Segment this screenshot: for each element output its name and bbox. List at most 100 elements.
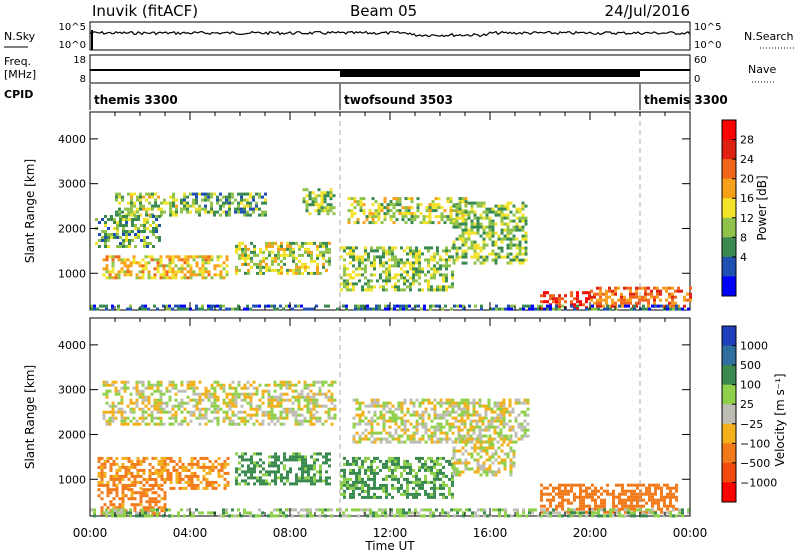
velocity-echo-cell [112, 459, 116, 463]
velocity-echo-cell [150, 514, 153, 518]
velocity-echo-cell [464, 458, 468, 462]
velocity-echo-cell [402, 511, 405, 515]
velocity-echo-cell [488, 464, 492, 468]
velocity-echo-cell [130, 488, 134, 492]
power-echo-cell [668, 304, 671, 308]
velocity-echo-cell [264, 389, 268, 393]
power-echo-cell [681, 307, 684, 311]
velocity-echo-cell [240, 419, 244, 423]
power-echo-cell [680, 289, 683, 293]
velocity-echo-cell [433, 483, 436, 487]
velocity-echo-cell [484, 416, 488, 420]
velocity-echo-cell [261, 511, 264, 515]
power-echo-cell [244, 271, 247, 275]
velocity-echo-cell [349, 471, 352, 475]
power-echo-cell [403, 249, 406, 253]
velocity-echo-cell [258, 422, 262, 426]
power-echo-cell [346, 285, 349, 289]
velocity-echo-cell [249, 392, 253, 396]
velocity-echo-cell [250, 461, 253, 465]
velocity-echo-cell [491, 455, 495, 459]
power-echo-cell [445, 267, 448, 271]
velocity-echo-cell [379, 483, 382, 487]
power-echo-cell [158, 224, 161, 227]
power-echo-cell [515, 222, 519, 226]
power-echo-cell [576, 304, 579, 308]
velocity-echo-cell [214, 486, 218, 490]
velocity-echo-cell [445, 474, 448, 478]
power-echo-cell [506, 261, 510, 265]
velocity-echo-cell [205, 483, 209, 487]
velocity-echo-cell [400, 434, 404, 438]
velocity-echo-cell [100, 491, 104, 495]
velocity-echo-cell [627, 495, 630, 499]
power-echo-cell [311, 200, 315, 204]
power-echo-cell [458, 225, 462, 229]
velocity-echo-cell [441, 508, 444, 512]
power-echo-cell [666, 307, 669, 311]
power-echo-cell [352, 246, 355, 250]
velocity-echo-cell [448, 398, 452, 402]
velocity-echo-cell [491, 443, 495, 447]
power-echo-cell [433, 252, 436, 256]
velocity-echo-cell [597, 508, 600, 512]
velocity-echo-cell [226, 483, 230, 487]
velocity-echo-cell [618, 492, 621, 496]
velocity-echo-cell [259, 458, 262, 462]
power-echo-cell [644, 298, 647, 302]
power-echo-cell [403, 276, 406, 280]
power-echo-cell [512, 213, 516, 217]
velocity-echo-cell [373, 495, 376, 499]
power-echo-cell [552, 294, 555, 298]
power-echo-cell [241, 253, 244, 257]
velocity-echo-cell [270, 404, 274, 408]
power-echo-cell [476, 225, 480, 229]
power-echo-cell [352, 258, 355, 262]
velocity-echo-cell [479, 473, 483, 477]
velocity-echo-cell [484, 425, 488, 429]
power-echo-cell [271, 256, 274, 260]
power-echo-cell [264, 210, 267, 214]
velocity-echo-cell [319, 470, 322, 474]
velocity-echo-cell [367, 477, 370, 481]
velocity-echo-cell [657, 501, 660, 505]
power-echo-cell [405, 304, 408, 308]
velocity-echo-cell [357, 508, 360, 512]
velocity-echo-cell [462, 514, 465, 518]
velocity-echo-cell [457, 413, 461, 417]
velocity-echo-cell [253, 467, 256, 471]
velocity-echo-cell [247, 467, 250, 471]
velocity-echo-cell [424, 428, 428, 432]
velocity-echo-cell [504, 508, 507, 512]
power-echo-cell [461, 252, 465, 256]
velocity-echo-cell [148, 503, 152, 507]
velocity-echo-cell [424, 440, 428, 444]
power-echo-cell [464, 255, 468, 259]
power-echo-cell [104, 230, 107, 233]
velocity-echo-cell [403, 492, 406, 496]
velocity-echo-cell [156, 410, 160, 414]
velocity-echo-cell [117, 407, 121, 411]
power-echo-cell [113, 218, 116, 221]
power-echo-cell [247, 253, 250, 257]
velocity-echo-cell [433, 413, 437, 417]
velocity-echo-cell [147, 401, 151, 405]
power-echo-cell [364, 276, 367, 280]
velocity-echo-cell [355, 474, 358, 478]
velocity-echo-cell [154, 468, 158, 472]
power-echo-cell [380, 221, 384, 225]
power-echo-cell [552, 307, 555, 311]
power-echo-cell [433, 270, 436, 274]
power-echo-cell [488, 231, 492, 235]
power-echo-cell [579, 300, 582, 304]
velocity-echo-cell [464, 443, 468, 447]
velocity-echo-cell [588, 504, 591, 508]
power-echo-cell [524, 237, 528, 241]
velocity-echo-cell [509, 467, 513, 471]
velocity-echo-cell [509, 461, 513, 465]
power-echo-cell [151, 192, 154, 196]
power-echo-cell [347, 209, 351, 213]
power-echo-cell [503, 213, 507, 217]
velocity-echo-cell [514, 440, 518, 444]
velocity-echo-cell [442, 495, 445, 499]
